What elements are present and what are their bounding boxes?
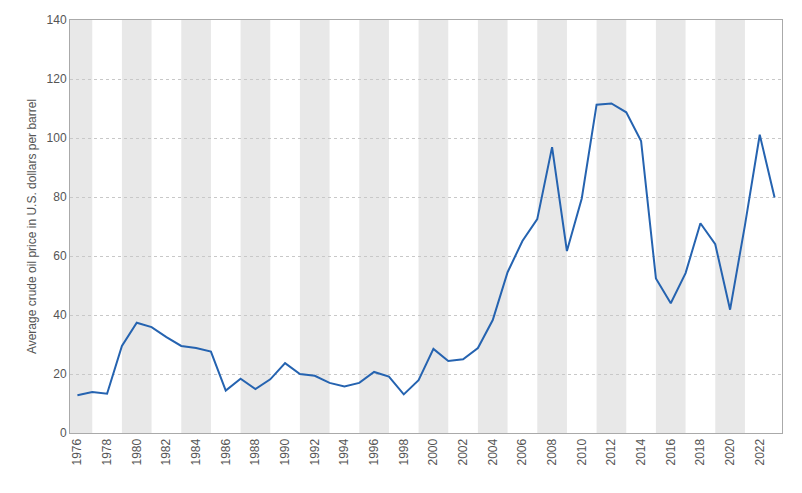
svg-text:2004: 2004 (486, 438, 500, 465)
svg-text:1984: 1984 (189, 438, 203, 465)
svg-text:1986: 1986 (219, 438, 233, 465)
svg-text:2014: 2014 (634, 438, 648, 465)
svg-text:20: 20 (53, 367, 67, 381)
svg-text:2020: 2020 (723, 438, 737, 465)
svg-text:1994: 1994 (337, 438, 351, 465)
svg-text:2008: 2008 (545, 438, 559, 465)
svg-text:1980: 1980 (130, 438, 144, 465)
svg-text:1982: 1982 (159, 438, 173, 465)
svg-text:40: 40 (53, 308, 67, 322)
svg-text:2006: 2006 (515, 438, 529, 465)
svg-text:2018: 2018 (693, 438, 707, 465)
svg-text:1996: 1996 (367, 438, 381, 465)
svg-text:Average crude oil price in U.S: Average crude oil price in U.S. dollars … (25, 99, 39, 354)
svg-text:2016: 2016 (664, 438, 678, 465)
svg-text:1990: 1990 (278, 438, 292, 465)
svg-text:0: 0 (60, 426, 67, 440)
svg-text:100: 100 (47, 131, 67, 145)
svg-text:140: 140 (47, 13, 67, 27)
svg-text:60: 60 (53, 249, 67, 263)
svg-text:2012: 2012 (604, 438, 618, 465)
svg-text:1976: 1976 (70, 438, 84, 465)
svg-text:2022: 2022 (753, 438, 767, 465)
svg-text:1998: 1998 (397, 438, 411, 465)
svg-text:1992: 1992 (308, 438, 322, 465)
svg-text:120: 120 (47, 72, 67, 86)
svg-text:1978: 1978 (100, 438, 114, 465)
svg-text:1988: 1988 (248, 438, 262, 465)
svg-text:2002: 2002 (456, 438, 470, 465)
svg-text:80: 80 (53, 190, 67, 204)
svg-text:2000: 2000 (426, 438, 440, 465)
svg-text:2010: 2010 (575, 438, 589, 465)
